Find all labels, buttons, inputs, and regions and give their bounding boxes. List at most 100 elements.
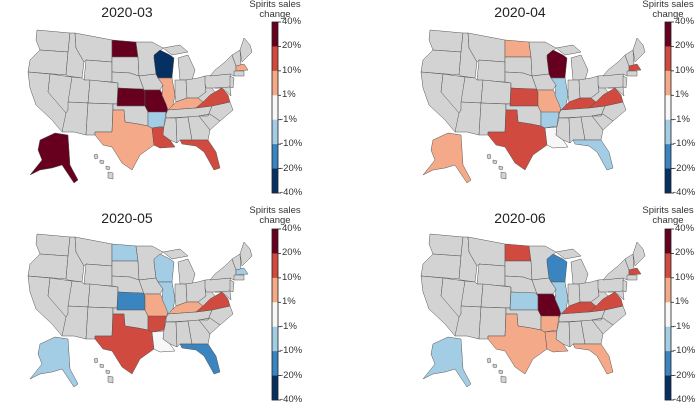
state-CO — [480, 283, 512, 309]
colorbar-tick-label: -20% — [280, 162, 303, 174]
colorbar-label-line: Spirits sales — [642, 0, 694, 10]
colorbar-tick-label: 10% — [675, 64, 695, 76]
colorbar-tick-label: -10% — [280, 345, 303, 357]
state-NJ — [622, 279, 628, 293]
state-WY — [83, 59, 113, 83]
map-panel-2020-04: 2020-04 40% 20% 10% 1% -1% -10% -20% -40% Spirits… — [350, 0, 700, 201]
state-UT — [460, 76, 484, 104]
state-NC — [198, 305, 234, 326]
state-WV — [197, 287, 216, 307]
colorbar-segment — [665, 326, 671, 352]
state-HI — [105, 369, 111, 375]
state-WA — [428, 29, 464, 53]
state-TX — [94, 109, 155, 171]
state-ND — [504, 39, 532, 58]
colorbar-segment — [272, 229, 278, 254]
state-MI — [162, 248, 189, 260]
colorbar-tick-label: 20% — [282, 40, 302, 52]
colorbar-tick-label: -20% — [280, 369, 303, 381]
state-CT — [626, 70, 638, 77]
state-CT — [233, 274, 245, 281]
state-ME — [632, 241, 646, 267]
state-NC — [591, 305, 627, 326]
state-PA — [204, 73, 234, 89]
state-KS — [116, 87, 146, 107]
state-MI — [177, 54, 196, 81]
colorbar-segment — [665, 119, 671, 145]
colorbar-segment — [272, 168, 278, 194]
state-MA — [235, 63, 249, 72]
colorbar-label: Spirits sales change — [642, 0, 693, 20]
state-MI — [555, 248, 582, 260]
state-NY — [602, 258, 630, 281]
state-AR — [147, 315, 167, 333]
colorbar-frame — [664, 228, 672, 401]
state-NC — [198, 101, 234, 122]
state-CT — [233, 70, 245, 77]
state-HI — [93, 357, 99, 364]
colorbar-tick-label: 20% — [675, 40, 695, 52]
colorbar-tick-label: -1% — [673, 113, 690, 125]
state-WV — [590, 287, 609, 307]
colorbar-segment — [665, 95, 671, 121]
state-FL — [572, 343, 614, 375]
state-OR — [420, 253, 462, 280]
us-map — [27, 21, 281, 194]
state-HI — [99, 363, 105, 369]
colorbar-tick-label: 40% — [282, 16, 302, 27]
colorbar-segment — [272, 46, 278, 72]
colorbar-segment — [272, 253, 278, 279]
state-WY — [83, 263, 113, 287]
state-MA — [628, 63, 642, 72]
state-WA — [35, 29, 71, 53]
us-map — [27, 228, 281, 401]
colorbar-frame — [271, 228, 279, 401]
colorbar-segment — [665, 277, 671, 303]
colorbar-label-line: change — [652, 9, 684, 20]
state-NJ — [622, 75, 628, 89]
colorbar-segment — [665, 22, 671, 47]
state-ME — [239, 241, 253, 267]
colorbar-segment — [665, 253, 671, 279]
state-FL — [179, 343, 221, 375]
state-GA — [580, 319, 604, 345]
state-MD — [607, 290, 625, 301]
colorbar-tick-label: 10% — [282, 64, 302, 76]
colorbar-tick-label: 20% — [282, 247, 302, 259]
state-WV — [197, 83, 216, 103]
state-WV — [590, 83, 609, 103]
state-GA — [187, 319, 211, 345]
colorbar-tick-label: -40% — [280, 187, 303, 198]
map-panel-2020-05: 2020-05 40% 20% 10% 1% -1% -10% -20% -40% Spirits… — [0, 201, 350, 405]
state-HI — [492, 363, 498, 369]
state-OR — [27, 49, 69, 76]
state-ND — [111, 39, 139, 58]
colorbar-label-line: change — [259, 215, 291, 226]
colorbar-tick-label: 1% — [282, 296, 296, 308]
colorbar-segment — [272, 119, 278, 145]
colorbar-tick-label: -1% — [673, 320, 690, 332]
colorbar-frame — [271, 21, 279, 194]
state-NY — [209, 258, 237, 281]
state-ND — [111, 243, 139, 262]
state-AR — [147, 111, 167, 129]
colorbar-tick-label: 1% — [282, 89, 296, 101]
map-panel-2020-06: 2020-06 40% 20% 10% 1% -1% -10% -20% -40% Spirits… — [350, 201, 700, 405]
us-map — [420, 21, 674, 194]
state-NM — [85, 306, 114, 340]
state-WA — [428, 233, 464, 257]
colorbar-tick-label: -40% — [673, 187, 696, 198]
colorbar-tick-label: -1% — [280, 320, 297, 332]
colorbar-tick-label: -10% — [673, 345, 696, 357]
state-MD — [214, 86, 232, 97]
map-title: 2020-03 — [101, 4, 153, 20]
state-UT — [460, 280, 484, 308]
state-NJ — [229, 75, 235, 89]
colorbar-label: Spirits sales change — [249, 206, 300, 226]
colorbar-tick-label: 1% — [675, 89, 689, 101]
colorbar-tick-label: -20% — [673, 162, 696, 174]
state-ND — [504, 243, 532, 262]
state-PA — [597, 277, 627, 293]
state-CT — [626, 274, 638, 281]
state-MD — [214, 290, 232, 301]
